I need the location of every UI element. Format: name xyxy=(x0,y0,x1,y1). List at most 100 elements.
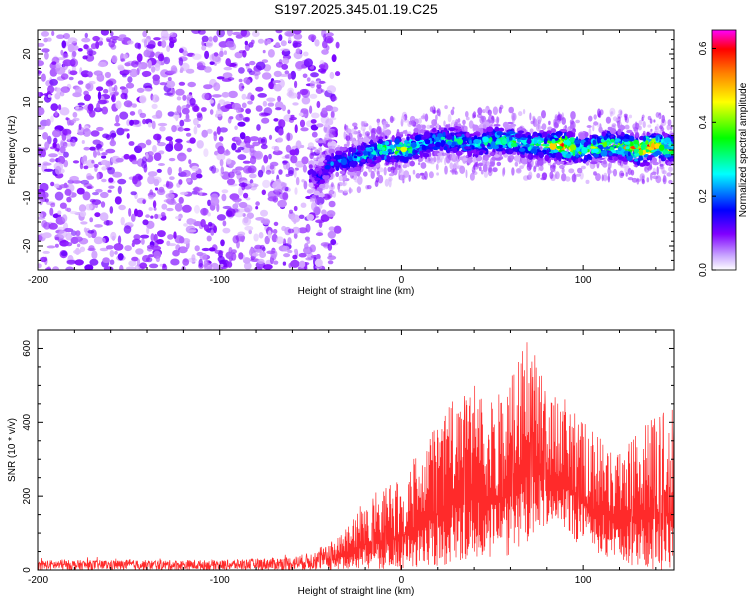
noise-blob xyxy=(307,252,314,260)
noise-blob xyxy=(218,136,224,142)
noise-blob xyxy=(262,49,266,54)
noise-blob xyxy=(136,87,145,93)
noise-blob xyxy=(87,233,92,238)
noise-blob xyxy=(324,123,329,128)
ridge-halo-blob xyxy=(483,171,488,178)
noise-blob xyxy=(108,40,115,48)
noise-blob xyxy=(151,66,156,73)
ridge-halo-blob xyxy=(366,185,372,190)
noise-blob xyxy=(181,169,191,178)
noise-blob xyxy=(59,184,69,189)
noise-blob xyxy=(47,85,55,94)
ridge-halo-blob xyxy=(342,182,346,187)
noise-blob xyxy=(79,211,87,217)
noise-blob xyxy=(148,207,153,211)
ridge-blob xyxy=(381,147,386,151)
ridge-blob xyxy=(634,144,639,148)
noise-blob xyxy=(249,136,259,142)
noise-blob xyxy=(257,169,264,178)
noise-blob xyxy=(250,39,255,45)
noise-blob xyxy=(121,73,127,78)
x-tick-label: -100 xyxy=(210,275,230,286)
noise-blob xyxy=(309,93,318,99)
noise-blob xyxy=(72,50,77,58)
noise-blob xyxy=(234,136,242,141)
noise-blob xyxy=(328,252,333,258)
noise-blob xyxy=(123,225,132,234)
ridge-blob xyxy=(348,156,353,162)
ridge-blob xyxy=(644,161,650,166)
noise-blob xyxy=(105,148,116,154)
ridge-blob xyxy=(317,161,325,167)
ridge-blob xyxy=(555,152,563,159)
noise-blob xyxy=(226,30,233,37)
ridge-halo-blob xyxy=(368,125,372,131)
snr-panel: -200 -100 0 100 0 200 400 600 Height of straig… xyxy=(7,329,675,597)
ridge-blob xyxy=(518,147,526,152)
noise-blob xyxy=(105,245,114,250)
noise-blob xyxy=(112,171,123,178)
ridge-blob xyxy=(467,150,473,158)
ridge-blob xyxy=(440,136,446,140)
noise-blob xyxy=(213,82,221,91)
noise-blob xyxy=(166,70,176,74)
noise-blob xyxy=(237,154,247,161)
noise-blob xyxy=(75,230,81,237)
noise-blob xyxy=(126,133,130,139)
noise-blob xyxy=(289,116,297,121)
noise-blob xyxy=(232,31,242,36)
noise-blob xyxy=(125,82,135,89)
ridge-halo-blob xyxy=(667,119,672,126)
noise-blob xyxy=(327,260,334,265)
ridge-blob xyxy=(417,158,423,163)
noise-blob xyxy=(248,173,257,179)
ridge-blob xyxy=(569,137,575,143)
noise-blob xyxy=(101,152,108,156)
ridge-halo-blob xyxy=(612,168,618,177)
ridge-halo-blob xyxy=(444,105,448,110)
noise-blob xyxy=(279,73,289,77)
noise-blob xyxy=(154,187,159,191)
noise-blob xyxy=(234,211,244,218)
noise-blob xyxy=(75,105,79,110)
noise-blob xyxy=(73,236,83,243)
noise-blob xyxy=(148,254,154,258)
ridge-blob xyxy=(420,129,425,134)
ridge-blob xyxy=(603,146,607,150)
noise-blob xyxy=(310,72,319,78)
noise-blob xyxy=(287,109,291,115)
noise-blob xyxy=(183,223,188,227)
ridge-halo-blob xyxy=(586,125,592,128)
noise-blob xyxy=(316,123,324,128)
noise-blob xyxy=(95,143,103,149)
noise-blob xyxy=(99,212,109,222)
ridge-blob xyxy=(490,141,496,148)
ridge-blob xyxy=(649,155,653,161)
ridge-halo-blob xyxy=(389,115,394,123)
noise-blob xyxy=(316,83,322,89)
ridge-blob xyxy=(510,155,514,159)
ridge-blob xyxy=(551,138,556,144)
ridge-halo-blob xyxy=(444,165,447,175)
noise-blob xyxy=(331,95,338,102)
ridge-blob xyxy=(602,160,607,165)
ridge-blob xyxy=(642,159,648,163)
noise-blob xyxy=(62,53,69,59)
ridge-blob xyxy=(607,142,610,146)
noise-blob xyxy=(178,196,184,204)
noise-blob xyxy=(282,160,289,164)
ridge-blob xyxy=(406,143,411,146)
ridge-blob xyxy=(432,127,437,133)
noise-blob xyxy=(232,235,239,244)
colorbar-label: Normalized spectral amplitude xyxy=(738,82,749,217)
ridge-blob xyxy=(550,128,557,134)
ridge-halo-blob xyxy=(432,109,436,114)
ridge-blob xyxy=(384,129,392,136)
noise-blob xyxy=(108,177,114,183)
noise-blob xyxy=(221,189,229,194)
ridge-halo-blob xyxy=(376,170,380,177)
noise-blob xyxy=(115,157,124,163)
noise-blob xyxy=(131,213,136,222)
noise-blob xyxy=(159,126,166,132)
noise-blob xyxy=(315,140,326,144)
